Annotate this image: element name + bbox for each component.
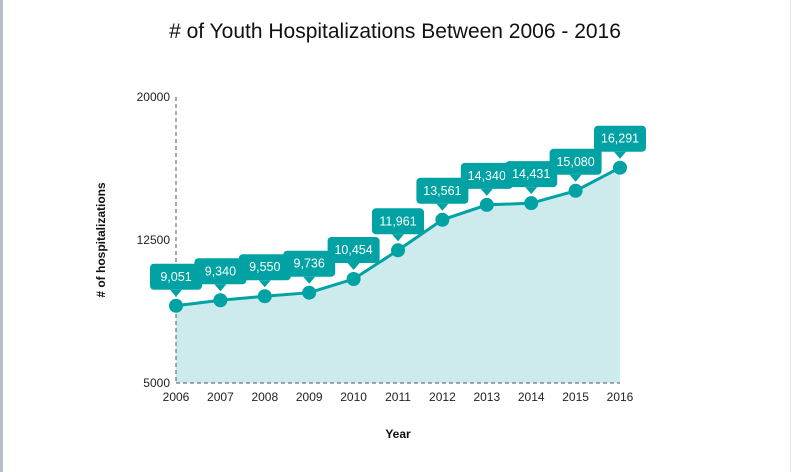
window-right-border <box>790 0 791 472</box>
data-label-box <box>549 148 602 175</box>
data-point <box>391 243 405 258</box>
data-label-box <box>238 254 291 281</box>
data-label: 16,291 <box>601 132 639 146</box>
data-label-box <box>372 208 424 235</box>
data-label-pointer <box>480 188 493 196</box>
data-point <box>346 272 361 287</box>
data-point <box>257 289 272 304</box>
data-label: 9,340 <box>205 264 236 278</box>
data-label: 9,736 <box>294 257 325 271</box>
data-label: 9,550 <box>249 260 280 274</box>
window-left-border <box>0 0 3 472</box>
x-tick-label: 2013 <box>473 390 500 404</box>
data-label-box <box>505 161 558 188</box>
data-label: 14,340 <box>468 169 506 183</box>
data-label: 11,961 <box>379 214 416 228</box>
data-label-pointer <box>436 203 449 211</box>
data-point <box>568 183 583 198</box>
data-label-box <box>416 177 469 204</box>
x-tick-label: 2006 <box>163 390 190 404</box>
data-label-box <box>594 125 646 152</box>
y-tick-label: 20000 <box>137 90 171 104</box>
area-fill <box>176 167 620 383</box>
data-label-box <box>283 250 336 277</box>
x-tick-label: 2015 <box>562 390 589 404</box>
data-point <box>479 197 494 212</box>
data-point <box>213 293 228 308</box>
y-axis-label: # of hospitalizations <box>94 182 108 298</box>
data-label-pointer <box>170 289 182 297</box>
data-label-box <box>327 237 380 264</box>
data-point <box>169 298 183 313</box>
data-label-box <box>460 162 513 189</box>
data-label-pointer <box>347 263 360 271</box>
data-point <box>613 160 627 175</box>
data-point <box>524 196 539 211</box>
data-label-pointer <box>214 284 227 292</box>
x-tick-label: 2010 <box>340 390 367 404</box>
data-label-pointer <box>392 234 404 242</box>
x-tick-label: 2009 <box>296 390 323 404</box>
x-tick-label: 2014 <box>518 390 545 404</box>
y-tick-label: 5000 <box>143 376 170 390</box>
data-label-pointer <box>303 276 316 284</box>
x-tick-label: 2011 <box>385 390 411 404</box>
x-tick-label: 2008 <box>251 390 278 404</box>
x-tick-label: 2007 <box>207 390 234 404</box>
data-label: 15,080 <box>556 155 594 169</box>
x-tick-label: 2012 <box>429 390 456 404</box>
data-label-pointer <box>569 174 582 182</box>
data-point <box>302 285 317 300</box>
data-label: 10,454 <box>334 243 372 257</box>
x-axis-label: Year <box>385 427 411 441</box>
y-tick-label: 12500 <box>137 233 171 247</box>
data-point <box>435 212 450 227</box>
x-tick-label: 2016 <box>607 390 634 404</box>
data-label: 14,431 <box>512 167 550 181</box>
data-label: 9,051 <box>160 270 191 284</box>
data-label-pointer <box>258 280 271 288</box>
data-label-box <box>150 263 202 290</box>
data-label-pointer <box>525 187 538 195</box>
data-label-box <box>194 258 247 285</box>
chart-title: # of Youth Hospitalizations Between 2006… <box>169 20 621 43</box>
data-label-pointer <box>614 151 626 159</box>
data-label: 13,561 <box>423 184 461 198</box>
